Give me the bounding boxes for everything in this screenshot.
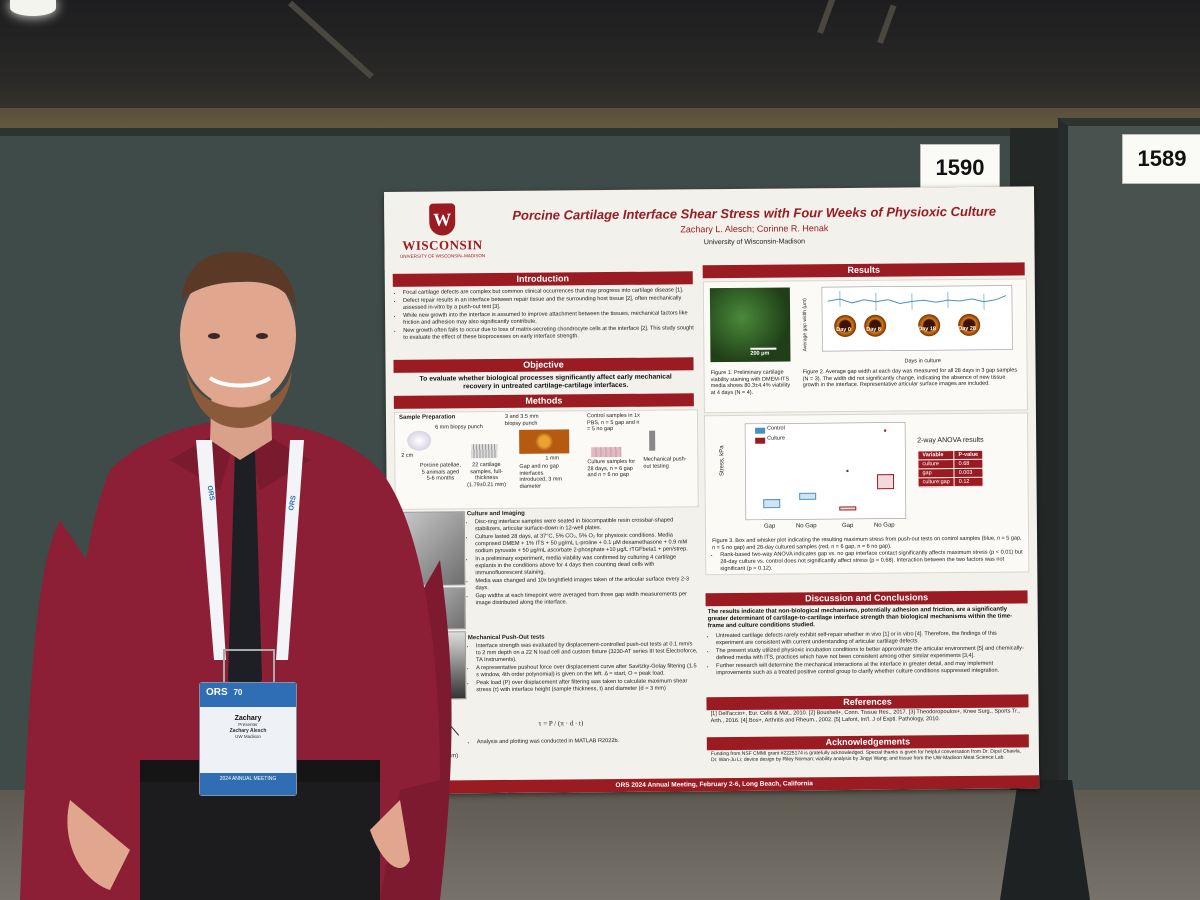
badge-header: ORS 70	[200, 683, 296, 707]
anova-cell: 0.68	[954, 459, 983, 469]
pushout-text: Interface strength was evaluated by disp…	[468, 641, 698, 695]
culture-bullet: Gap widths at each timepoint were averag…	[476, 591, 698, 607]
poster-authors: Zachary L. Alesch; Corinne R. Henak	[680, 223, 829, 235]
stress-y-label: Stress, kPa	[719, 445, 726, 477]
day-label: Day 28	[958, 325, 976, 332]
ceiling-beam	[877, 4, 897, 45]
day-label: Day 18	[918, 326, 936, 333]
badge-fullname: Zachary Alesch	[229, 728, 267, 734]
neighbor-poster-board	[1058, 118, 1200, 816]
analysis-text: Analysis and plotting was conducted in M…	[469, 737, 699, 747]
name-badge: ORS 70 Zachary Presenter Zachary Alesch …	[199, 682, 297, 796]
pushout-bullet: Interface strength was evaluated by disp…	[476, 641, 698, 664]
samples-label: 22 cartilage samples, full-thickness (1.…	[467, 461, 506, 488]
mech-testing-label: Mechanical push-out testing	[643, 456, 687, 470]
anova-cell: culture	[917, 459, 955, 469]
day-image	[834, 314, 857, 338]
box-x-label: Gap	[763, 523, 776, 530]
culture-samples-label: Culture samples for 28 days, n = 6 gap a…	[587, 458, 636, 479]
tester-icon	[649, 430, 656, 451]
anova-cell: gap	[917, 468, 955, 478]
discussion-bullet: Untreated cartilage defects rarely exhib…	[716, 630, 1026, 647]
pushout-heading: Mechanical Push-Out tests	[467, 634, 545, 642]
badge-anniversary: 70	[233, 688, 243, 697]
legend-control: Control	[767, 425, 785, 432]
gap-interfaces-label: Gap and no gap interfaces introduced, 3 …	[519, 463, 563, 490]
research-poster: W WISCONSIN UNIVERSITY OF WISCONSIN–MADI…	[384, 186, 1040, 794]
scale-1mm: 1 mm	[545, 455, 560, 462]
lanyard-text: ORS	[205, 485, 216, 502]
poster-header: W WISCONSIN UNIVERSITY OF WISCONSIN–MADI…	[384, 186, 1035, 270]
box-x-label: No Gap	[795, 523, 817, 530]
discussion-lead: The results indicate that non-biological…	[707, 606, 1013, 630]
discussion-text: Untreated cartilage defects rarely exhib…	[708, 630, 1026, 678]
presenter-person	[20, 251, 452, 900]
culture-bullet: In a preliminary experiment, media viabi…	[475, 554, 697, 577]
control-samples-label: Control samples in 1x PBS, n = 5 gap and…	[586, 412, 640, 433]
fig2-caption: Figure 2. Average gap width at each day …	[802, 367, 1018, 389]
pushout-bullet: A representative pushout force over disp…	[476, 663, 698, 679]
badge-footer: 2024 ANNUAL MEETING	[200, 773, 296, 795]
box-x-label: No Gap	[873, 522, 895, 529]
anova-table: Variable P-value culture 0.68 gap 0.003 cul…	[917, 450, 983, 488]
discussion-bullet: The present study utilized physioxic inc…	[716, 645, 1026, 662]
acknowledgements-text: Funding from NSF CMMI grant #2225174 is …	[710, 748, 1022, 764]
anova-cell: 0.12	[954, 477, 983, 487]
culture-heading: Culture and Imaging	[466, 510, 525, 518]
poster-institution: University of Wisconsin-Madison	[703, 238, 806, 247]
section-results: Results	[702, 262, 1025, 279]
badge-role: Presenter	[238, 722, 258, 727]
box-x-label: Gap	[841, 522, 854, 530]
gap-images	[519, 429, 570, 454]
results-top-panel: 200 μm Average gap width (μm) Day 0 Day …	[702, 278, 1028, 414]
anova-header: P-value	[953, 450, 983, 460]
ceiling-beam	[817, 0, 837, 35]
culture-bullet: Culture lasted 28 days, at 37°C, 5% CO₂,…	[475, 532, 697, 555]
fig3-text: Rank-based two-way ANOVA indicates gap v…	[712, 549, 1024, 574]
gap-x-label: Days in culture	[904, 358, 941, 365]
legend-culture: Culture	[767, 435, 785, 442]
badge-name: Zachary	[234, 715, 262, 722]
well-plate-image	[591, 446, 622, 458]
day-label: Day 8	[866, 326, 881, 333]
culture-bullet: Media was changed and 10x brightfield im…	[475, 576, 697, 592]
discussion-bullet: Further research will determine the mech…	[716, 660, 1026, 677]
punch-3mm-label: 3 and 3.5 mm biopsy punch	[504, 413, 539, 427]
ceiling-lamp	[10, 0, 56, 16]
day-label: Day 0	[836, 326, 851, 334]
anova-header: Variable	[917, 450, 955, 460]
scale-bar-label: 200 μm	[750, 350, 770, 357]
shear-formula: τ = P / (π · d · t)	[538, 719, 584, 728]
fig3-bullet: Rank-based two-way ANOVA indicates gap v…	[720, 549, 1024, 573]
anova-title: 2-way ANOVA results	[917, 436, 984, 445]
samples-image	[471, 444, 498, 459]
poster-title: Porcine Cartilage Interface Shear Stress…	[512, 203, 997, 223]
fig1-caption: Figure 1. Preliminary cartilage viabilit…	[710, 369, 791, 396]
pushout-bullet: Analysis and plotting was conducted in M…	[477, 737, 699, 746]
culture-text: Disc-ring interface samples were seated …	[467, 517, 698, 608]
board-stand	[1000, 780, 1090, 900]
anova-cell: culture:gap	[918, 477, 955, 487]
booth-number-tag: 1589	[1122, 134, 1200, 184]
day-image	[918, 314, 941, 337]
fig3-caption: Figure 3. Box and whisker plot indicatin…	[712, 535, 1022, 551]
culture-bullet: Disc-ring interface samples were seated …	[475, 517, 697, 533]
stress-boxplot	[744, 422, 907, 521]
results-bottom-panel: Control Culture Stress, kPa Gap No Gap G…	[703, 412, 1030, 576]
pushout-bullet: Peak load (P) over displacement after fi…	[476, 678, 698, 694]
badge-org: UW Madison	[235, 734, 261, 739]
booth-number-tag: 1590	[920, 144, 1000, 192]
badge-logo: ORS	[206, 687, 228, 698]
ceiling	[0, 0, 1200, 120]
viability-image: 200 μm	[709, 287, 791, 363]
references-text: [1] Dell'accio+, Eur. Cells & Mat., 2010…	[710, 708, 1020, 725]
gap-width-chart	[821, 285, 1013, 352]
gap-y-label: Average gap width (μm)	[801, 298, 809, 352]
section-discussion: Discussion and Conclusions	[705, 590, 1028, 607]
anova-cell: 0.003	[954, 468, 983, 478]
